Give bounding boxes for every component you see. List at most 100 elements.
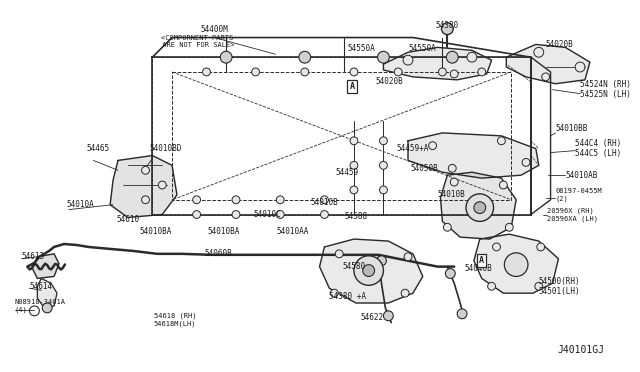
Text: 54010AB: 54010AB	[565, 171, 598, 180]
Circle shape	[380, 186, 387, 194]
Text: 54060B: 54060B	[204, 249, 232, 258]
Circle shape	[466, 194, 493, 221]
Text: 54610: 54610	[116, 215, 140, 224]
Circle shape	[394, 68, 402, 76]
Polygon shape	[506, 44, 590, 84]
Circle shape	[444, 223, 451, 231]
Circle shape	[541, 73, 550, 81]
Circle shape	[457, 309, 467, 319]
Circle shape	[363, 264, 374, 276]
Circle shape	[429, 142, 436, 150]
Text: 54010BA: 54010BA	[139, 227, 172, 236]
Circle shape	[299, 51, 310, 63]
Circle shape	[42, 303, 52, 313]
Text: 54500(RH)
54501(LH): 54500(RH) 54501(LH)	[539, 277, 580, 296]
Circle shape	[446, 51, 458, 63]
Circle shape	[378, 51, 389, 63]
Text: 54010BD: 54010BD	[150, 144, 182, 153]
Text: 08197-0455M
(2): 08197-0455M (2)	[556, 188, 602, 202]
Text: 54010A: 54010A	[67, 200, 95, 209]
Text: 54010B: 54010B	[438, 190, 465, 199]
Circle shape	[252, 68, 260, 76]
Circle shape	[478, 68, 486, 76]
Circle shape	[193, 196, 200, 204]
Circle shape	[537, 243, 545, 251]
Circle shape	[301, 68, 308, 76]
Circle shape	[350, 161, 358, 169]
Polygon shape	[37, 278, 57, 308]
Text: 54459: 54459	[335, 168, 358, 177]
Circle shape	[575, 62, 585, 72]
Circle shape	[504, 253, 528, 276]
Circle shape	[403, 55, 413, 65]
Text: A: A	[479, 256, 484, 265]
Circle shape	[232, 211, 240, 218]
Polygon shape	[383, 47, 492, 80]
Text: 54010BA: 54010BA	[208, 227, 241, 236]
Text: 54380: 54380	[436, 21, 459, 30]
Circle shape	[335, 250, 343, 258]
Text: 20596X (RH)
20596XA (LH): 20596X (RH) 20596XA (LH)	[547, 208, 598, 221]
Circle shape	[506, 223, 513, 231]
Text: 54020B: 54020B	[376, 77, 403, 86]
Polygon shape	[474, 234, 559, 293]
Text: 54010C: 54010C	[253, 209, 282, 219]
Text: <COMPORNENT PARTS
 ARE NOT FOR SALE>: <COMPORNENT PARTS ARE NOT FOR SALE>	[158, 35, 235, 48]
Polygon shape	[33, 254, 59, 278]
Text: 54050B: 54050B	[411, 164, 438, 173]
Polygon shape	[440, 172, 516, 239]
Text: 54613: 54613	[22, 252, 45, 261]
Circle shape	[497, 137, 506, 145]
Circle shape	[330, 289, 338, 297]
Circle shape	[449, 164, 456, 172]
Text: 54010AA: 54010AA	[276, 227, 309, 236]
Circle shape	[499, 181, 508, 189]
Circle shape	[535, 282, 543, 290]
Circle shape	[354, 256, 383, 285]
Text: 54400M: 54400M	[200, 25, 228, 34]
Text: 54010BB: 54010BB	[556, 125, 588, 134]
Circle shape	[141, 166, 150, 174]
Text: 544C4 (RH)
544C5 (LH): 544C4 (RH) 544C5 (LH)	[575, 139, 621, 158]
Circle shape	[445, 269, 455, 278]
Circle shape	[193, 211, 200, 218]
Text: 54040B: 54040B	[464, 264, 492, 273]
Circle shape	[493, 243, 500, 251]
Text: 54465: 54465	[87, 144, 110, 153]
Circle shape	[232, 196, 240, 204]
Circle shape	[383, 311, 393, 321]
Text: 54550A: 54550A	[409, 44, 436, 54]
Text: 54524N (RH)
54525N (LH): 54524N (RH) 54525N (LH)	[580, 80, 631, 99]
Circle shape	[276, 211, 284, 218]
Circle shape	[451, 178, 458, 186]
Text: 54580: 54580	[342, 262, 365, 271]
Circle shape	[376, 256, 387, 266]
Circle shape	[276, 196, 284, 204]
Polygon shape	[319, 239, 423, 303]
Circle shape	[380, 161, 387, 169]
Circle shape	[321, 211, 328, 218]
Text: 54380 +A: 54380 +A	[330, 292, 366, 301]
Circle shape	[438, 68, 446, 76]
Circle shape	[350, 186, 358, 194]
Polygon shape	[110, 155, 177, 218]
Text: 54618 (RH)
54618M(LH): 54618 (RH) 54618M(LH)	[154, 313, 196, 327]
Text: A: A	[349, 82, 355, 91]
Text: N08918-3401A
(4): N08918-3401A (4)	[15, 299, 66, 313]
Text: 54459+A: 54459+A	[396, 144, 429, 153]
Circle shape	[141, 196, 150, 204]
Text: 54550A: 54550A	[348, 44, 376, 54]
Circle shape	[474, 202, 486, 214]
Circle shape	[350, 68, 358, 76]
Polygon shape	[408, 133, 539, 178]
Circle shape	[488, 282, 495, 290]
Text: 54010B: 54010B	[310, 198, 339, 207]
Circle shape	[202, 68, 211, 76]
Circle shape	[220, 51, 232, 63]
Circle shape	[321, 196, 328, 204]
Text: 54020B: 54020B	[546, 40, 573, 49]
Circle shape	[404, 253, 412, 261]
Circle shape	[522, 158, 530, 166]
Circle shape	[442, 23, 453, 35]
Text: 54588: 54588	[344, 212, 367, 221]
